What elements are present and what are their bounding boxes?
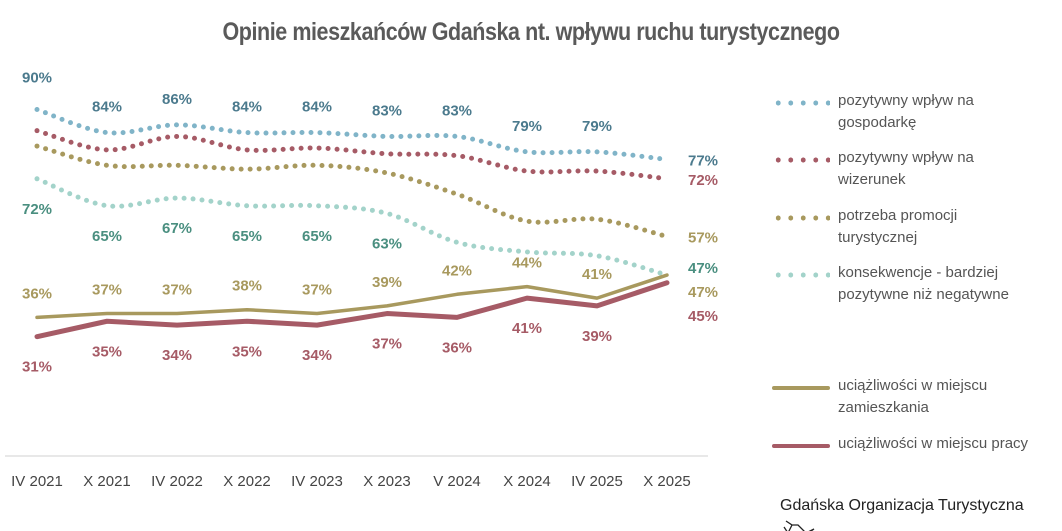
data-label: 65%: [302, 228, 332, 245]
x-tick-label: X 2025: [643, 473, 691, 490]
data-label: 35%: [92, 343, 122, 360]
series-4: 36% 37% 37% 38% 37% 39% 42% 44% 41% 47%: [22, 255, 718, 320]
data-label: 37%: [162, 282, 192, 299]
legend-label: potrzeba promocji: [838, 207, 958, 224]
data-label: 65%: [92, 228, 122, 245]
legend-swatch-solid: [772, 386, 830, 390]
legend-swatch-dotted: [772, 272, 830, 278]
data-label: 36%: [442, 339, 472, 356]
data-label: 37%: [302, 282, 332, 299]
x-tick-label: X 2024: [503, 473, 551, 490]
data-label: 72%: [688, 172, 718, 189]
x-tick-label: X 2022: [223, 473, 271, 490]
data-label: 63%: [372, 235, 402, 252]
legend-label: pozytywny wpływ na: [838, 92, 974, 109]
data-label: 38%: [232, 278, 262, 295]
legend-swatch-dotted: [772, 215, 830, 221]
x-tick-label: V 2024: [433, 473, 481, 490]
x-tick-label: IV 2025: [571, 473, 623, 490]
series-line-dotted: [34, 107, 670, 163]
data-label: 67%: [162, 220, 192, 237]
data-label: 47%: [688, 284, 718, 301]
chart-title: Opinie mieszkańców Gdańska nt. wpływu ru…: [222, 18, 840, 46]
data-label: 86%: [162, 91, 192, 108]
data-label: 79%: [582, 118, 612, 135]
legend-label: konsekwencje - bardziej: [838, 264, 999, 281]
legend-label: pozytywny wpływ na: [838, 149, 974, 166]
x-tick-label: IV 2021: [11, 473, 63, 490]
data-label: 44%: [512, 255, 542, 272]
data-label: 77%: [688, 153, 718, 170]
data-label: 34%: [302, 347, 332, 364]
data-label: 41%: [582, 266, 612, 283]
data-label: 90%: [22, 70, 52, 87]
series-line-dotted: [34, 128, 670, 182]
footer-text: Gdańska Organizacja Turystyczna: [780, 497, 1024, 514]
legend-swatch-solid: [772, 444, 830, 448]
data-label: 84%: [302, 99, 332, 116]
data-label: 31%: [22, 359, 52, 376]
legend-label: uciążliwości w miejscu: [838, 377, 988, 394]
series-0: 90% 84% 86% 84% 84% 83% 83% 79% 79% 77%: [22, 70, 718, 170]
legend-label: pozytywne niż negatywne: [838, 286, 1009, 303]
data-label: 72%: [22, 201, 52, 218]
legend-label: uciążliwości w miejscu pracy: [838, 435, 1029, 452]
data-label: 36%: [22, 285, 52, 302]
data-label: 37%: [92, 282, 122, 299]
legend-label: turystycznej: [838, 229, 918, 246]
series-line-dotted: [34, 176, 670, 278]
data-label: 47%: [688, 260, 718, 277]
series-2: 57%: [34, 143, 718, 247]
legend-label: wizerunek: [838, 171, 906, 188]
series-5: 31% 35% 34% 35% 34% 37% 36% 41% 39% 45%: [22, 280, 718, 376]
series-1: 72%: [34, 128, 718, 189]
x-tick-label: X 2021: [83, 473, 131, 490]
data-label: 57%: [688, 230, 718, 247]
data-label: 83%: [442, 102, 472, 119]
data-label: 34%: [162, 347, 192, 364]
data-label: 84%: [92, 99, 122, 116]
legend-label: zamieszkania: [838, 399, 929, 416]
x-tick-label: IV 2023: [291, 473, 343, 490]
data-label: 84%: [232, 99, 262, 116]
data-label: 45%: [688, 308, 718, 325]
legend-swatch-dotted: [772, 157, 830, 163]
data-label: 35%: [232, 343, 262, 360]
series-line-solid: [34, 280, 670, 340]
data-label: 41%: [512, 320, 542, 337]
data-label: 65%: [232, 228, 262, 245]
series-line-solid: [35, 273, 669, 320]
crane-logo-icon: [783, 520, 815, 531]
footer-logo: Gdańska Organizacja Turystyczna: [780, 497, 1062, 531]
data-label: 79%: [512, 118, 542, 135]
data-label: 83%: [372, 102, 402, 119]
data-label: 42%: [442, 262, 472, 279]
series-3: 72% 65% 67% 65% 65% 63% 47%: [22, 176, 718, 278]
series-line-dotted: [34, 143, 670, 240]
legend-label: gospodarkę: [838, 114, 917, 131]
data-label: 39%: [582, 328, 612, 345]
x-tick-label: X 2023: [363, 473, 411, 490]
data-label: 39%: [372, 274, 402, 291]
data-label: 37%: [372, 336, 402, 353]
legend-swatch-dotted: [772, 100, 830, 106]
x-tick-label: IV 2022: [151, 473, 203, 490]
